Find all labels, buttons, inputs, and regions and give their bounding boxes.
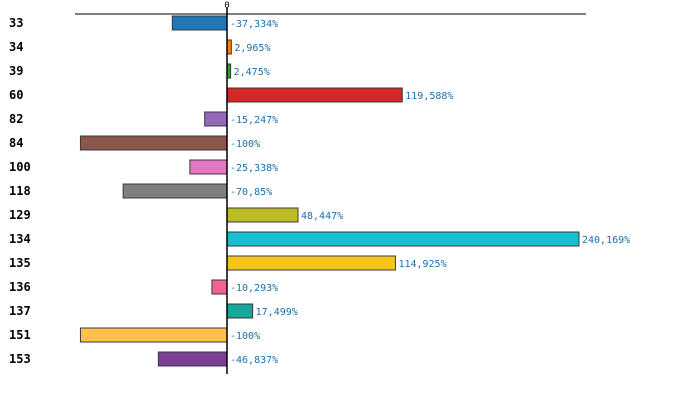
zero-tick-label: 0 (224, 1, 229, 11)
data-label: 2,475% (234, 67, 270, 78)
bar (157, 351, 228, 367)
bar (226, 255, 396, 271)
data-label: -100% (230, 139, 260, 150)
category-label: 151 (9, 328, 31, 342)
bar (226, 87, 403, 103)
category-label: 39 (9, 64, 23, 78)
data-label: -10,293% (230, 283, 278, 294)
category-label: 84 (9, 136, 23, 150)
bar (204, 111, 228, 127)
data-label: -25,338% (230, 163, 278, 174)
data-label: 17,499% (256, 307, 298, 318)
data-label: -46,837% (230, 355, 278, 366)
category-label: 136 (9, 280, 31, 294)
data-label: 2,965% (234, 43, 270, 54)
category-label: 153 (9, 352, 31, 366)
bar (226, 303, 254, 319)
data-label: 240,169% (582, 235, 630, 246)
category-label: 33 (9, 16, 23, 30)
category-label: 34 (9, 40, 23, 54)
bar (122, 183, 228, 199)
data-label: 48,447% (301, 211, 343, 222)
category-label: 134 (9, 232, 31, 246)
category-label: 100 (9, 160, 31, 174)
category-label: 82 (9, 112, 23, 126)
category-label: 135 (9, 256, 31, 270)
category-label: 137 (9, 304, 31, 318)
data-label: 119,588% (405, 91, 453, 102)
bar (226, 207, 299, 223)
data-label: -100% (230, 331, 260, 342)
bar (226, 231, 580, 247)
data-label: -70,85% (230, 187, 272, 198)
category-label: 129 (9, 208, 31, 222)
category-label: 60 (9, 88, 23, 102)
data-label: -37,334% (230, 19, 278, 30)
data-label: 114,925% (398, 259, 446, 270)
bar (79, 327, 228, 343)
data-label: -15,247% (230, 115, 278, 126)
bar (79, 135, 228, 151)
bar (189, 159, 228, 175)
category-label: 118 (9, 184, 31, 198)
bar (171, 15, 228, 31)
bar (211, 279, 228, 295)
